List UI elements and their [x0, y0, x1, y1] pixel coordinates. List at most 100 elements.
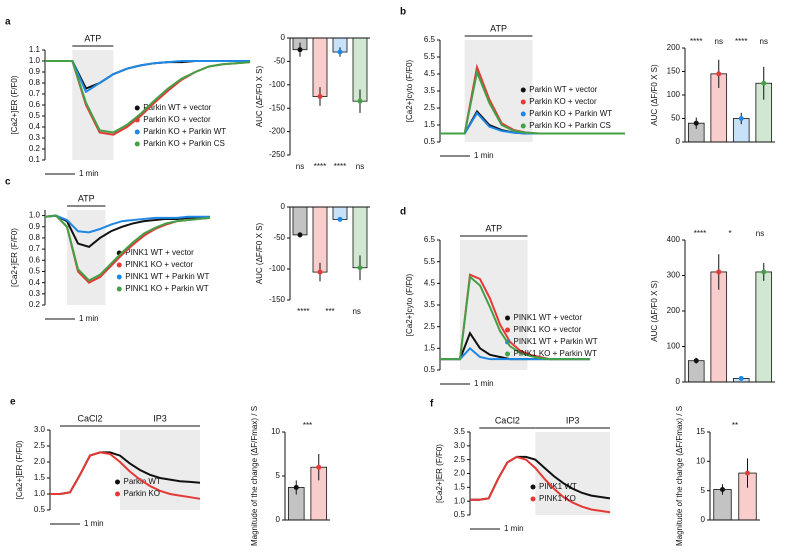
significance-label: ****: [690, 37, 702, 46]
stimulus-label: ATP: [84, 33, 101, 43]
y-tick-label: 1.5: [34, 473, 46, 482]
mean-marker: [745, 470, 750, 476]
significance-label: ****: [735, 37, 747, 46]
series-line: [440, 68, 625, 135]
legend-label: PINK1 WT + Parkin WT: [125, 272, 209, 281]
y-axis-label: [Ca2+]ER (F/F0): [15, 440, 24, 499]
y-tick-label: 10: [696, 456, 705, 465]
scale-label: 1 min: [474, 379, 494, 388]
legend-label: PINK1 WT + Parkin WT: [514, 337, 598, 346]
legend-marker: [115, 479, 120, 485]
y-tick-label: 150: [667, 67, 681, 76]
y-tick-label: 0: [701, 515, 706, 524]
y-tick-label: 0.6: [29, 100, 41, 109]
mean-marker: [316, 464, 322, 470]
y-tick-label: -150: [269, 103, 286, 112]
y-tick-label: 1.0: [34, 489, 46, 498]
y-axis-label: AUC (ΔF/F0 X S): [650, 64, 659, 126]
legend-marker: [116, 274, 122, 280]
legend-label: Parkin KO + Parkin WT: [143, 127, 226, 136]
y-tick-label: 0: [676, 377, 681, 386]
y-tick-label: 15: [696, 427, 705, 436]
stimulus-label: CaCl2: [495, 415, 520, 425]
significance-label: ****: [297, 307, 309, 316]
y-tick-label: 200: [667, 43, 681, 52]
significance-label: ****: [694, 229, 706, 238]
legend-marker: [116, 286, 122, 292]
y-tick-label: 4.5: [424, 278, 436, 287]
legend-marker: [134, 141, 140, 147]
significance-label: ****: [314, 162, 326, 171]
y-tick-label: -150: [269, 295, 286, 304]
y-tick-label: 5.5: [424, 257, 436, 266]
stimulus-label: IP3: [153, 413, 167, 423]
bar: [312, 206, 328, 273]
y-tick-label: 0.2: [29, 300, 41, 309]
y-tick-label: 400: [667, 235, 681, 244]
significance-label: *: [728, 229, 731, 238]
y-axis-label: [Ca2+]cyto (F/F0): [405, 59, 414, 122]
y-tick-label: 0.1: [29, 155, 41, 164]
y-tick-label: 0.8: [29, 233, 41, 242]
series-line: [470, 455, 611, 514]
legend-marker: [505, 315, 510, 321]
y-tick-label: 1.0: [29, 56, 41, 65]
scale-label: 1 min: [84, 519, 104, 528]
y-tick-label: 0.3: [29, 133, 41, 142]
significance-label: ****: [334, 162, 346, 171]
y-tick-label: 0.5: [424, 365, 436, 374]
mean-marker: [357, 98, 363, 104]
legend-label: Parkin KO + Parkin WT: [529, 109, 612, 118]
legend-label: Parkin KO + vector: [143, 115, 211, 124]
panel-letter: e: [10, 397, 16, 408]
y-tick-label: 0.4: [29, 278, 41, 287]
y-tick-label: 5: [701, 486, 706, 495]
legend-marker: [115, 491, 120, 497]
y-tick-label: 0.7: [29, 89, 41, 98]
mean-marker: [693, 358, 699, 364]
significance-label: ns: [296, 162, 304, 171]
y-tick-label: 3.0: [34, 425, 46, 434]
y-tick-label: 2.0: [454, 469, 466, 478]
legend-marker: [134, 129, 140, 135]
y-tick-label: 0: [276, 515, 281, 524]
y-tick-label: 2.0: [34, 457, 46, 466]
y-tick-label: 0: [281, 202, 286, 211]
y-tick-label: 2.5: [424, 103, 436, 112]
legend-label: PINK1 KO: [539, 494, 576, 503]
y-tick-label: 1.5: [424, 343, 436, 352]
mean-marker: [738, 116, 744, 121]
legend-marker: [134, 105, 140, 111]
mean-marker: [738, 375, 744, 381]
y-tick-label: 0.3: [29, 289, 41, 298]
y-tick-label: 0.9: [29, 222, 41, 231]
mean-marker: [693, 120, 699, 126]
y-tick-label: 100: [667, 90, 681, 99]
significance-label: **: [732, 421, 738, 430]
y-tick-label: 0.5: [29, 267, 41, 276]
mean-marker: [317, 94, 323, 99]
bar: [687, 360, 705, 383]
legend-label: PINK1 WT + vector: [125, 248, 194, 257]
y-axis-label: Magnitude of the change (ΔF/Fmax) / S: [250, 406, 259, 546]
y-tick-label: -100: [269, 264, 286, 273]
legend-marker: [116, 262, 122, 268]
mean-marker: [761, 80, 767, 86]
y-tick-label: -200: [269, 127, 286, 136]
legend-marker: [520, 123, 526, 129]
y-axis-label: Magnitude of the change (ΔF/Fmax) / S: [675, 406, 684, 546]
series-line: [45, 60, 250, 94]
stimulus-region: [67, 210, 106, 305]
significance-label: ns: [756, 229, 764, 238]
y-tick-label: 300: [667, 271, 681, 280]
stimulus-label: IP3: [566, 415, 580, 425]
legend-label: Parkin WT + vector: [143, 103, 211, 112]
significance-label: ns: [356, 162, 364, 171]
legend-label: PINK1 KO + Parkin WT: [125, 284, 208, 293]
y-tick-label: 2.5: [454, 455, 466, 464]
legend-label: Parkin KO + Parkin CS: [529, 121, 611, 130]
series-line: [44, 214, 210, 248]
bar: [292, 206, 308, 236]
scale-label: 1 min: [504, 524, 524, 533]
